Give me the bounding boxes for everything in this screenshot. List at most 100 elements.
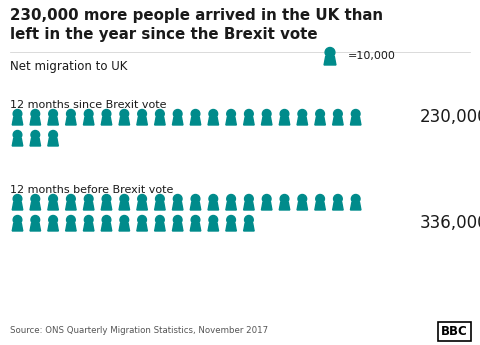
Polygon shape	[30, 224, 41, 231]
Text: 230,000: 230,000	[420, 108, 480, 126]
Circle shape	[49, 109, 58, 118]
Circle shape	[316, 195, 324, 203]
Circle shape	[244, 109, 253, 118]
Polygon shape	[48, 118, 59, 125]
Circle shape	[138, 216, 146, 224]
Circle shape	[298, 109, 307, 118]
Text: BBC: BBC	[441, 325, 468, 338]
Circle shape	[13, 109, 22, 118]
Circle shape	[351, 109, 360, 118]
Text: 12 months since Brexit vote: 12 months since Brexit vote	[10, 100, 167, 110]
Circle shape	[84, 195, 93, 203]
Polygon shape	[208, 118, 218, 125]
Text: Net migration to UK: Net migration to UK	[10, 60, 127, 73]
Polygon shape	[244, 203, 254, 210]
Circle shape	[138, 109, 146, 118]
Circle shape	[263, 195, 271, 203]
Circle shape	[334, 195, 342, 203]
Polygon shape	[350, 118, 361, 125]
Circle shape	[120, 195, 129, 203]
Polygon shape	[262, 203, 272, 210]
Polygon shape	[84, 118, 94, 125]
Polygon shape	[66, 118, 76, 125]
Polygon shape	[226, 118, 236, 125]
Circle shape	[209, 216, 217, 224]
Circle shape	[84, 216, 93, 224]
Polygon shape	[137, 118, 147, 125]
Circle shape	[280, 195, 289, 203]
Polygon shape	[12, 139, 23, 146]
Circle shape	[227, 195, 235, 203]
Circle shape	[49, 195, 58, 203]
Polygon shape	[333, 118, 343, 125]
Polygon shape	[279, 118, 290, 125]
Circle shape	[280, 109, 289, 118]
Circle shape	[120, 109, 129, 118]
Circle shape	[298, 195, 307, 203]
Circle shape	[31, 130, 40, 139]
Circle shape	[209, 109, 217, 118]
Polygon shape	[101, 203, 112, 210]
Polygon shape	[172, 118, 183, 125]
Polygon shape	[30, 139, 41, 146]
Circle shape	[120, 216, 129, 224]
Polygon shape	[12, 203, 23, 210]
Circle shape	[102, 195, 111, 203]
Circle shape	[138, 195, 146, 203]
Polygon shape	[333, 203, 343, 210]
Polygon shape	[262, 118, 272, 125]
Polygon shape	[350, 203, 361, 210]
Circle shape	[31, 109, 40, 118]
Circle shape	[102, 216, 111, 224]
Polygon shape	[66, 224, 76, 231]
Polygon shape	[137, 203, 147, 210]
Circle shape	[31, 195, 40, 203]
Polygon shape	[315, 203, 325, 210]
Polygon shape	[155, 203, 165, 210]
Polygon shape	[226, 203, 236, 210]
Polygon shape	[172, 224, 183, 231]
Polygon shape	[101, 224, 112, 231]
Polygon shape	[30, 203, 41, 210]
Circle shape	[227, 109, 235, 118]
Text: =10,000: =10,000	[348, 51, 396, 61]
Text: 12 months before Brexit vote: 12 months before Brexit vote	[10, 185, 173, 195]
Polygon shape	[279, 203, 290, 210]
Polygon shape	[66, 203, 76, 210]
Polygon shape	[48, 139, 59, 146]
Polygon shape	[119, 224, 130, 231]
Circle shape	[244, 216, 253, 224]
Circle shape	[13, 130, 22, 139]
Polygon shape	[244, 118, 254, 125]
Polygon shape	[84, 203, 94, 210]
Polygon shape	[119, 203, 130, 210]
Polygon shape	[30, 118, 41, 125]
Circle shape	[209, 195, 217, 203]
Polygon shape	[172, 203, 183, 210]
Polygon shape	[190, 203, 201, 210]
Circle shape	[67, 195, 75, 203]
Circle shape	[31, 216, 40, 224]
Circle shape	[13, 195, 22, 203]
Polygon shape	[155, 118, 165, 125]
Circle shape	[49, 216, 58, 224]
Text: 230,000 more people arrived in the UK than: 230,000 more people arrived in the UK th…	[10, 8, 383, 23]
Circle shape	[191, 109, 200, 118]
Text: left in the year since the Brexit vote: left in the year since the Brexit vote	[10, 27, 318, 42]
Polygon shape	[208, 224, 218, 231]
Text: Source: ONS Quarterly Migration Statistics, November 2017: Source: ONS Quarterly Migration Statisti…	[10, 326, 268, 335]
Circle shape	[334, 109, 342, 118]
Circle shape	[102, 109, 111, 118]
Polygon shape	[12, 224, 23, 231]
Circle shape	[191, 216, 200, 224]
Circle shape	[13, 216, 22, 224]
Circle shape	[263, 109, 271, 118]
Text: 336,000: 336,000	[420, 214, 480, 232]
Polygon shape	[48, 224, 59, 231]
Polygon shape	[119, 118, 130, 125]
Circle shape	[351, 195, 360, 203]
Circle shape	[156, 195, 164, 203]
Polygon shape	[155, 224, 165, 231]
Polygon shape	[84, 224, 94, 231]
Polygon shape	[48, 203, 59, 210]
